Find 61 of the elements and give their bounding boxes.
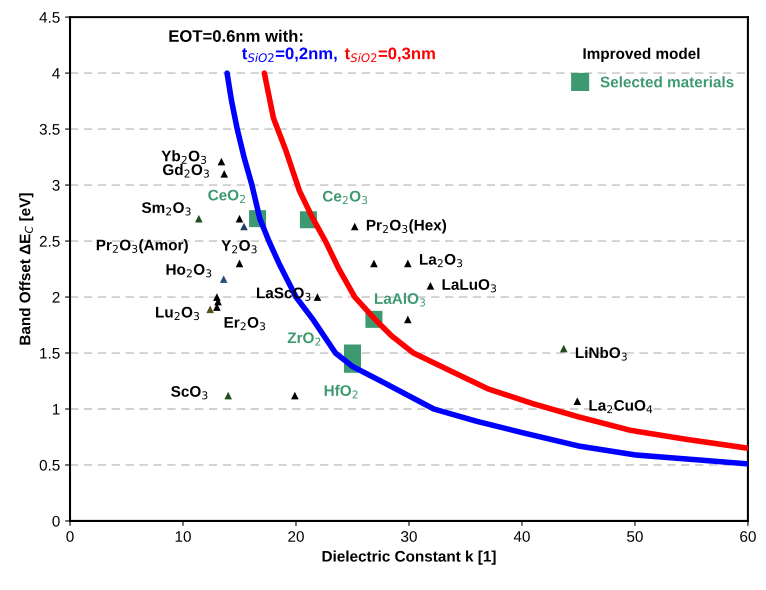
annotation: Gd$_{2}$O$_{3}$ xyxy=(163,164,209,178)
point xyxy=(350,222,359,230)
point xyxy=(195,214,203,222)
y-tick-label: 2.5 xyxy=(40,236,60,247)
annotation: La$_{2}$O$_{3}$ xyxy=(420,254,462,268)
annotation: Lu$_{2}$O$_{3}$ xyxy=(156,306,200,320)
point xyxy=(404,316,412,324)
x-axis-title: Dielectric Constant k [1] xyxy=(322,550,496,565)
x-tick-label: 10 xyxy=(176,531,191,542)
point xyxy=(220,170,228,178)
y-tick-label: 1.5 xyxy=(40,348,60,359)
x-tick-label: 50 xyxy=(627,531,643,542)
y-tick-label: 0.5 xyxy=(40,460,60,471)
annotation: Sm$_{2}$O$_{3}$ xyxy=(142,202,191,216)
x-tick-label: 40 xyxy=(514,531,530,542)
point xyxy=(426,282,434,290)
annotation: La$_{2}$CuO$_{4}$ xyxy=(589,400,652,414)
point xyxy=(224,392,232,400)
point xyxy=(314,293,322,301)
point xyxy=(240,222,248,230)
annotation: Er$_{2}$O$_{3}$ xyxy=(224,316,266,330)
annotation: EOT=0.6nm with: xyxy=(169,30,302,42)
point xyxy=(236,214,244,222)
annotation: HfO$_{2}$ xyxy=(324,384,358,398)
y-tick-label: 3 xyxy=(52,180,60,191)
annotation: LaLuO$_{3}$ xyxy=(442,279,496,292)
annotation: LaAlO$_{3}$ xyxy=(374,292,426,307)
point xyxy=(206,306,214,314)
annotation: Pr$_{2}$O$_{3}$(Amor) xyxy=(96,239,188,254)
annotation: ScO$_{3}$ xyxy=(171,386,208,400)
annotation: Ce$_{2}$O$_{3}$ xyxy=(322,190,368,204)
point xyxy=(370,260,378,268)
point xyxy=(218,158,226,166)
x-tick-label: 0 xyxy=(66,531,74,542)
annotation: CeO$_{2}$ xyxy=(208,190,245,203)
y-tick-label: 4 xyxy=(52,68,60,79)
point xyxy=(560,344,568,352)
y-tick-label: 2 xyxy=(52,292,60,303)
annotation: Pr$_{2}$O$_{3}$(Hex) xyxy=(366,219,446,234)
text: t$_{SiO2}$=0,3nm xyxy=(344,48,435,62)
y-tick-label: 4.5 xyxy=(39,12,60,23)
series-label: t$_{SiO2}$=0,2nm, xyxy=(242,48,337,62)
y-tick-label: 3.5 xyxy=(40,124,60,135)
legend-label: Selected materials xyxy=(600,76,734,88)
annotation: Y$_{2}$O$_{3}$ xyxy=(221,240,257,254)
x-tick-label: 20 xyxy=(288,531,304,542)
point xyxy=(291,392,299,400)
point xyxy=(574,397,582,405)
annotation: Ho$_{2}$O$_{3}$ xyxy=(166,264,212,278)
y-tick-label: 1 xyxy=(52,404,60,415)
annotation: ZrO$_{2}$ xyxy=(288,332,320,346)
point xyxy=(404,260,412,268)
point xyxy=(220,275,228,283)
point xyxy=(236,260,244,268)
x-tick-label: 30 xyxy=(401,531,417,542)
annotation: Yb$_{2}$O$_{3}$ xyxy=(161,150,206,164)
y-tick-label: 0 xyxy=(52,516,60,527)
annotation: Improved model xyxy=(583,48,700,62)
x-tick-label: 60 xyxy=(740,531,756,542)
y-axis-title: Band Offset ΔE$_{C}$ [eV] xyxy=(19,193,34,345)
annotation: LiNbO$_{3}$ xyxy=(576,346,627,361)
